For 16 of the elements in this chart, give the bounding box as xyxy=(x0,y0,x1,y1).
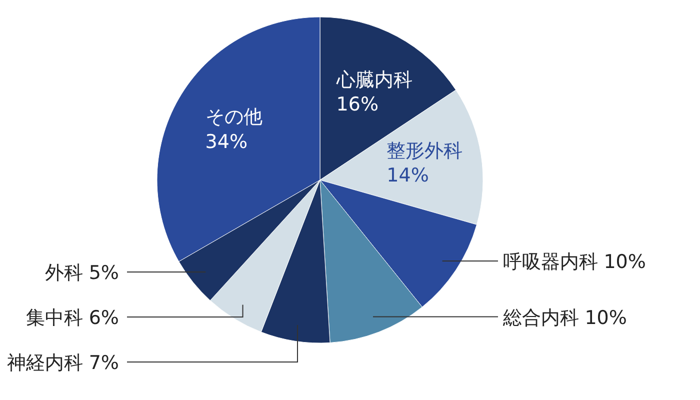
slice-label: 神経内科 xyxy=(7,352,84,374)
data-label: 6% xyxy=(88,306,119,329)
slice-label: 心臓内科 xyxy=(335,68,412,91)
slice-label: その他 xyxy=(205,106,262,128)
data-label: 34% xyxy=(205,130,248,153)
data-label: 10% xyxy=(604,251,646,274)
data-label: 14% xyxy=(386,164,429,187)
slice-label: 集中科 xyxy=(26,306,84,329)
data-label: 10% xyxy=(584,306,627,329)
data-label: 5% xyxy=(88,262,119,284)
slice-label: 呼吸器内科 xyxy=(503,251,598,274)
slice-label: 整形外科 xyxy=(386,140,463,162)
slice-label: 外科 xyxy=(45,262,84,284)
data-label: 16% xyxy=(336,94,379,116)
slice-label: 総合内科 xyxy=(502,306,579,329)
data-label: 7% xyxy=(88,352,119,374)
